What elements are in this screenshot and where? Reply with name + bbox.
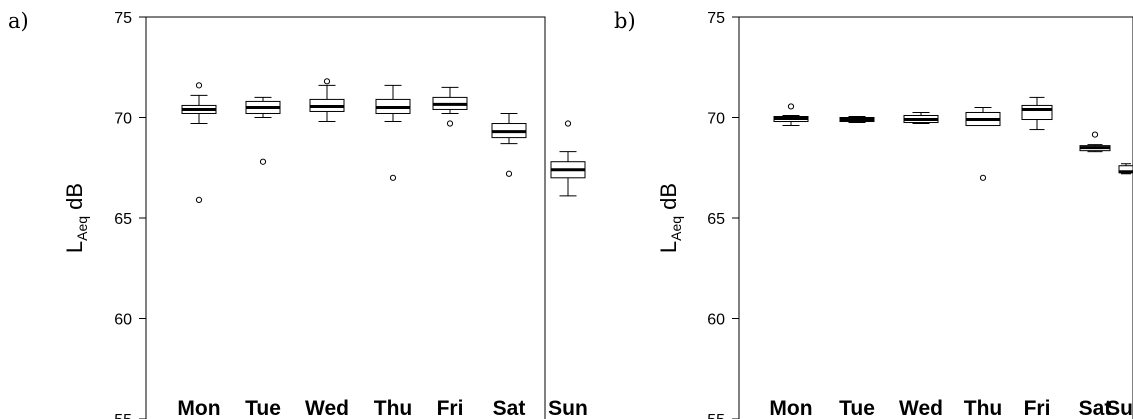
- category-label: Sat: [1079, 397, 1112, 419]
- category-label: Thu: [374, 397, 412, 419]
- box-sun: [1118, 163, 1133, 175]
- box-mon: [773, 103, 809, 127]
- box-fri: [432, 86, 468, 127]
- box-thu: [375, 84, 411, 181]
- y-axis-label: LAeq dB: [656, 183, 684, 253]
- y-tick-label: 65: [114, 211, 132, 228]
- y-axis-label-unit: dB: [656, 183, 681, 216]
- box-wed: [309, 78, 345, 123]
- box-tue: [839, 115, 875, 124]
- box-thu: [965, 106, 1001, 181]
- category-label: Fri: [437, 397, 464, 419]
- box-mon: [181, 82, 217, 204]
- panel-letter: b): [614, 9, 636, 33]
- outlier-point: [505, 170, 513, 177]
- category-label: Sun: [1106, 397, 1133, 419]
- category-label: Mon: [177, 397, 220, 419]
- category-label: Sun: [548, 397, 588, 419]
- category-label: Wed: [899, 397, 943, 419]
- box-sun: [550, 120, 586, 197]
- outlier-point: [1091, 131, 1099, 138]
- box-wed: [903, 111, 939, 125]
- outlier-point: [195, 196, 203, 204]
- category-label: Sat: [493, 397, 526, 419]
- y-axis-label-unit: dB: [62, 183, 87, 216]
- box-tue: [245, 96, 281, 165]
- box-iqr: [1021, 104, 1053, 121]
- y-tick-label: 65: [707, 211, 725, 228]
- y-tick-label: 70: [114, 111, 132, 128]
- outlier-point: [259, 158, 267, 165]
- y-tick-label: 55: [114, 412, 132, 419]
- y-axis-label-subscript: Aeq: [668, 216, 684, 241]
- category-label: Wed: [305, 397, 349, 419]
- category-label: Tue: [245, 397, 281, 419]
- y-tick-label: 75: [114, 10, 132, 27]
- category-label: Fri: [1024, 397, 1051, 419]
- y-axis-label-main: L: [62, 241, 87, 253]
- outlier-point: [446, 120, 454, 127]
- outlier-point: [787, 103, 795, 110]
- y-tick-label: 60: [114, 312, 132, 329]
- y-axis-label-subscript: Aeq: [74, 216, 90, 241]
- category-label: Tue: [839, 397, 875, 419]
- outlier-point: [323, 78, 331, 85]
- plot-frame: [738, 16, 1133, 419]
- outlier-point: [979, 174, 987, 181]
- box-fri: [1021, 96, 1053, 131]
- outlier-point: [389, 174, 397, 181]
- outlier-point: [195, 82, 203, 89]
- y-tick-label: 75: [707, 10, 725, 27]
- box-sat: [1079, 131, 1111, 153]
- y-axis-label-main: L: [656, 241, 681, 253]
- y-tick-label: 55: [707, 412, 725, 419]
- y-tick-label: 60: [707, 312, 725, 329]
- outlier-point: [564, 120, 572, 127]
- y-axis-label: LAeq dB: [62, 183, 90, 253]
- category-label: Thu: [964, 397, 1002, 419]
- panel-a: a) 55 60 65 70 75 LAeq dB Mon Tue Wed Thu Fri Sat Sun: [8, 9, 588, 419]
- panel-letter: a): [8, 9, 29, 33]
- category-label: Mon: [769, 397, 812, 419]
- plot-frame: [145, 16, 546, 419]
- box-sat: [491, 112, 527, 177]
- y-tick-label: 70: [707, 111, 725, 128]
